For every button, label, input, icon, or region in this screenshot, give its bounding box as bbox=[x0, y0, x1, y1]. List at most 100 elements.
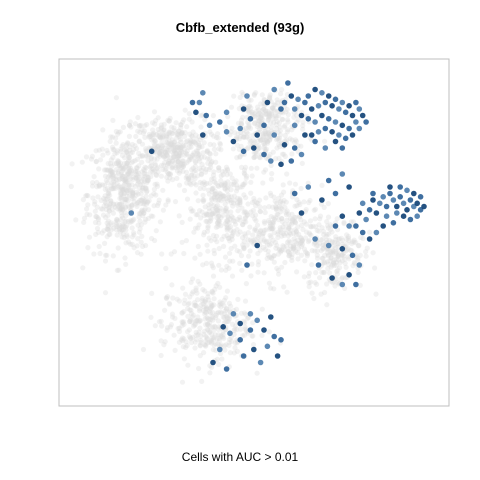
background-cell-point bbox=[187, 156, 193, 162]
background-cell-point bbox=[155, 200, 162, 206]
background-cell-point bbox=[107, 231, 113, 237]
background-cell-point bbox=[175, 164, 181, 170]
background-cell-point bbox=[177, 168, 183, 174]
background-cell-point bbox=[304, 250, 310, 256]
background-cell-point bbox=[335, 254, 341, 260]
highlighted-cell-point bbox=[332, 138, 339, 145]
highlighted-cell-point bbox=[359, 229, 366, 236]
background-cell-point bbox=[166, 118, 172, 124]
background-cell-point bbox=[231, 182, 237, 188]
highlighted-cell-point bbox=[200, 132, 206, 138]
background-cell-point bbox=[103, 178, 109, 184]
background-cell-point bbox=[201, 331, 207, 337]
background-cell-point bbox=[126, 154, 132, 161]
background-cell-point bbox=[244, 129, 250, 135]
background-cell-point bbox=[279, 233, 285, 239]
background-cell-point bbox=[174, 163, 180, 169]
background-cell-point bbox=[271, 259, 277, 265]
background-cell-point bbox=[192, 140, 198, 146]
background-cell-point bbox=[293, 232, 299, 238]
background-cell-point bbox=[217, 284, 223, 290]
background-cell-point bbox=[263, 110, 269, 116]
background-cell-point bbox=[334, 268, 340, 275]
background-cell-point bbox=[221, 302, 227, 309]
background-cell-point bbox=[230, 218, 237, 224]
background-cell-point bbox=[204, 149, 210, 155]
background-cell-point bbox=[149, 290, 155, 296]
background-cell-point bbox=[224, 224, 230, 230]
background-cell-point bbox=[135, 174, 141, 180]
background-cell-point bbox=[221, 193, 227, 199]
background-cell-point bbox=[242, 231, 248, 237]
background-cell-point bbox=[283, 199, 289, 205]
background-cell-point bbox=[256, 154, 262, 160]
background-cell-point bbox=[348, 219, 354, 225]
background-cell-point bbox=[130, 158, 136, 164]
background-cell-point bbox=[159, 142, 165, 148]
background-cell-point bbox=[170, 295, 176, 301]
background-cell-point bbox=[222, 347, 228, 353]
background-cell-point bbox=[269, 128, 275, 134]
background-cell-point bbox=[136, 123, 142, 129]
background-cell-point bbox=[258, 101, 264, 107]
background-cell-point bbox=[186, 153, 192, 160]
background-cell-point bbox=[193, 182, 199, 188]
background-cell-point bbox=[215, 182, 221, 188]
background-cell-point bbox=[308, 224, 314, 230]
background-cell-point bbox=[190, 289, 196, 295]
background-cell-point bbox=[281, 232, 287, 238]
background-cell-point bbox=[187, 140, 193, 146]
background-cell-point bbox=[138, 197, 144, 203]
background-cell-point bbox=[190, 165, 196, 171]
background-cell-point bbox=[214, 220, 220, 226]
background-cell-point bbox=[220, 212, 226, 218]
background-cell-point bbox=[327, 227, 334, 233]
background-cell-point bbox=[114, 217, 120, 223]
highlighted-cell-point bbox=[291, 122, 298, 129]
background-cell-point bbox=[187, 335, 194, 341]
background-cell-point bbox=[317, 213, 324, 219]
background-cell-point bbox=[258, 137, 264, 143]
background-cell-point bbox=[274, 97, 280, 103]
background-cell-point bbox=[266, 132, 272, 138]
background-cell-point bbox=[284, 171, 290, 177]
background-cell-point bbox=[237, 136, 243, 142]
background-cell-point bbox=[164, 152, 170, 158]
background-cell-point bbox=[212, 324, 218, 330]
background-cell-point bbox=[311, 241, 317, 247]
highlighted-cell-point bbox=[339, 281, 346, 288]
background-cell-point bbox=[342, 260, 348, 266]
background-cell-point bbox=[242, 216, 248, 222]
background-cell-point bbox=[176, 153, 182, 159]
background-cell-point bbox=[352, 261, 358, 267]
background-cell-point bbox=[205, 223, 211, 229]
background-cell-point bbox=[258, 115, 264, 121]
background-cell-point bbox=[320, 228, 326, 234]
background-cell-point bbox=[299, 237, 305, 244]
background-cell-point bbox=[130, 177, 136, 183]
background-cell-point bbox=[98, 197, 104, 203]
background-cell-point bbox=[333, 237, 339, 243]
background-cell-point bbox=[294, 112, 300, 118]
background-cell-point bbox=[175, 141, 181, 147]
background-cell-point bbox=[94, 204, 100, 210]
background-cell-point bbox=[270, 225, 276, 231]
background-cell-point bbox=[117, 222, 123, 228]
background-cell-point bbox=[339, 252, 345, 258]
background-cell-point bbox=[292, 227, 298, 233]
background-cell-point bbox=[190, 152, 197, 158]
background-cell-point bbox=[173, 120, 179, 126]
background-cell-point bbox=[134, 165, 140, 171]
highlighted-cell-point bbox=[305, 184, 312, 190]
background-cell-point bbox=[222, 221, 228, 227]
background-cell-point bbox=[223, 164, 230, 170]
background-cell-point bbox=[284, 217, 290, 223]
background-cell-point bbox=[210, 210, 216, 216]
background-cell-point bbox=[171, 154, 177, 160]
background-cell-point bbox=[292, 238, 298, 245]
background-cell-point bbox=[272, 216, 278, 223]
background-cell-point bbox=[162, 149, 168, 155]
background-cell-point bbox=[201, 185, 207, 191]
background-cell-point bbox=[122, 181, 128, 187]
background-cell-point bbox=[108, 134, 114, 140]
